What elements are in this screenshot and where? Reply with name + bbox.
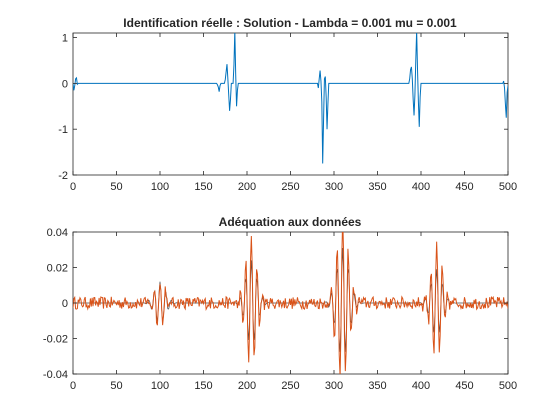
y-tick-label: -0.04 — [43, 369, 68, 381]
y-tick-label: 0.02 — [47, 263, 68, 275]
x-tick-label: 50 — [110, 181, 122, 193]
x-tick-label: 150 — [194, 380, 212, 392]
subplot-adequation: Adéquation aux données 0 50 100 150 200 250 30… — [43, 215, 517, 392]
y-tick-label: 1 — [62, 33, 68, 45]
series-group — [73, 232, 508, 374]
y-tick-label: 0 — [62, 78, 68, 90]
x-tick-label: 350 — [368, 380, 386, 392]
y-tick-label: -0.02 — [43, 334, 68, 346]
x-tick-label: 400 — [412, 181, 430, 193]
x-tick-label: 100 — [151, 380, 169, 392]
x-tick-label: 350 — [368, 181, 386, 193]
x-tick-label: 250 — [281, 380, 299, 392]
x-tick-label: 200 — [238, 181, 256, 193]
x-tick-label: 450 — [455, 181, 473, 193]
x-tick-label: 500 — [499, 181, 517, 193]
x-tick-label: 300 — [325, 380, 343, 392]
y-tick-label: 0 — [62, 298, 68, 310]
series-line — [73, 33, 508, 164]
subplot-solution: Identification réelle : Solution - Lambd… — [58, 16, 517, 193]
chart-title: Adéquation aux données — [219, 215, 362, 229]
x-tick-label: 50 — [110, 380, 122, 392]
x-tick-label: 200 — [238, 380, 256, 392]
x-tick-label: 0 — [70, 380, 76, 392]
x-tick-label: 100 — [151, 181, 169, 193]
x-tick-label: 300 — [325, 181, 343, 193]
tick-group: 0 50 100 150 200 250 300 350 400 450 500 -0.04 -0.02… — [43, 227, 517, 392]
x-tick-label: 150 — [194, 181, 212, 193]
series-line — [73, 232, 508, 374]
plot-area — [72, 32, 509, 176]
series-group — [73, 33, 508, 164]
x-tick-label: 450 — [455, 380, 473, 392]
tick-group: 0 50 100 150 200 250 300 350 400 450 500 -2 -1 0 1 — [58, 33, 517, 193]
y-tick-label: 0.04 — [47, 227, 68, 239]
y-tick-label: -2 — [58, 170, 68, 182]
x-tick-label: 500 — [499, 380, 517, 392]
x-tick-label: 0 — [70, 181, 76, 193]
chart-title: Identification réelle : Solution - Lambd… — [123, 16, 457, 30]
x-tick-label: 250 — [281, 181, 299, 193]
y-tick-label: -1 — [58, 124, 68, 136]
x-tick-label: 400 — [412, 380, 430, 392]
